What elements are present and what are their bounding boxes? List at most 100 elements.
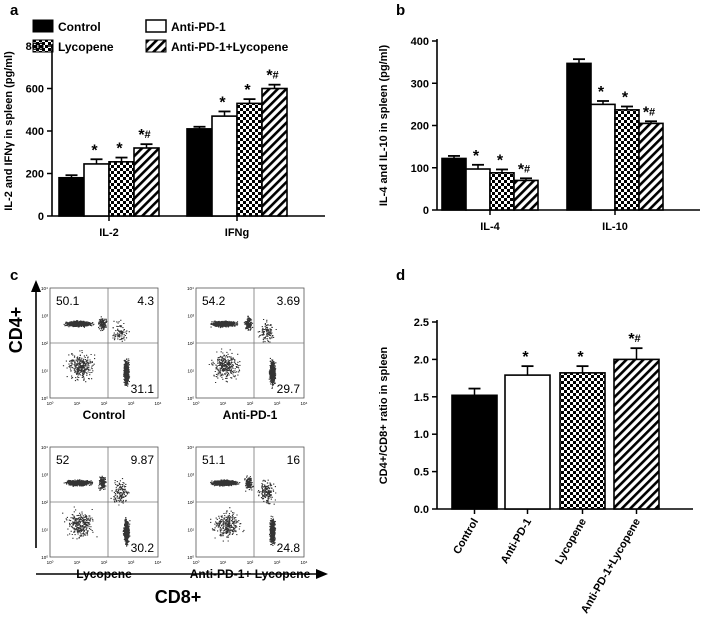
flow-x-tick-label: 10² (101, 560, 108, 565)
chart-a-bar-significance: * (219, 94, 226, 111)
chart-a-y-axis-label: IL-2 and IFNγ in spleen (pg/ml) (3, 51, 15, 211)
chart-d-bar-significance: * (522, 349, 529, 366)
flow-x-tick-label: 10¹ (220, 401, 227, 406)
flow-y-tick-label: 10¹ (187, 528, 194, 533)
flow-x-tick-label: 10⁴ (301, 401, 308, 406)
chart-b-bar-significance: * (497, 152, 504, 169)
chart-a-bar-significance: * (91, 142, 98, 159)
flow-x-tick-label: 10³ (274, 560, 281, 565)
flow-plot-caption: Control (83, 408, 126, 422)
flow-quadrant-lr: 31.1 (131, 382, 155, 396)
chart-b-bar (566, 62, 592, 211)
flow-quadrant-ur: 9.87 (131, 453, 155, 467)
chart-d-bar-significance: * (577, 349, 584, 366)
chart-d-y-axis-label: CD4+/CD8+ ratio in spleen (378, 346, 390, 484)
chart-d: 0.0 0.5 1.0 1.5 2.0 2.5 CD4+/CD8+ ratio in spl… (378, 317, 693, 616)
flow-quadrant-ul: 52 (56, 453, 70, 467)
chart-a-x-tick-label: IFNg (225, 227, 249, 239)
flow-y-tick-label: 10¹ (41, 528, 48, 533)
flow-y-tick-label: 10¹ (41, 369, 48, 374)
chart-d-bar (613, 358, 660, 510)
chart-d-bar-significance: *# (628, 331, 640, 348)
chart-b-y-tick-label: 0 (423, 205, 429, 217)
flow-cytometry-panel: CD4+CD8+10⁰10⁰10¹10¹10²10²10³10³10⁴10⁴50… (6, 280, 328, 607)
flow-y-tick-label: 10² (41, 341, 48, 346)
chart-b-y-axis-label: IL-4 and IL-10 in spleen (pg/ml) (378, 44, 390, 206)
chart-b-bar (441, 157, 467, 211)
chart-a-y-tick-label: 400 (26, 126, 44, 138)
flow-y-tick-label: 10⁴ (41, 445, 48, 450)
chart-b-bar (513, 179, 539, 211)
chart-a-bar-significance: * (244, 82, 251, 99)
flow-x-tick-label: 10⁰ (47, 401, 54, 406)
chart-a-bar-significance: *# (266, 68, 278, 85)
flow-plot-caption: Lycopene (76, 567, 132, 581)
flow-x-tick-label: 10¹ (220, 560, 227, 565)
panel-label-a: a (10, 2, 19, 19)
flow-y-tick-label: 10⁴ (187, 445, 194, 450)
chart-b-bar (638, 122, 664, 211)
chart-a-bar (58, 176, 85, 217)
legend-swatch-combination (145, 39, 167, 53)
flow-x-tick-label: 10³ (128, 401, 135, 406)
chart-b-y-tick-label: 100 (411, 163, 429, 175)
chart-b-y-tick-label: 200 (411, 121, 429, 133)
chart-b-bar-significance: * (473, 148, 480, 165)
flow-x-tick-label: 10¹ (74, 560, 81, 565)
legend-label-anti-pd-1: Anti-PD-1 (171, 20, 226, 34)
flow-y-axis-label: CD4+ (6, 307, 26, 354)
chart-a-bar-significance: *# (138, 127, 150, 144)
legend-label-control: Control (58, 20, 101, 34)
chart-d-y-tick-label: 1.5 (414, 392, 429, 404)
legend-swatch-anti-pd-1 (145, 19, 167, 33)
flow-quadrant-ul: 50.1 (56, 294, 80, 308)
chart-b-y-tick-label: 300 (411, 78, 429, 90)
flow-y-tick-label: 10² (187, 500, 194, 505)
legend-swatch-lycopene (32, 39, 54, 53)
chart-d-bar (559, 372, 606, 510)
flow-x-tick-label: 10⁰ (47, 560, 54, 565)
chart-a-bar (236, 102, 263, 217)
flow-x-tick-label: 10² (247, 560, 254, 565)
chart-d-x-tick-label: Lycopene (553, 517, 589, 567)
flow-quadrant-ul: 54.2 (202, 294, 226, 308)
chart-d-y-tick-label: 2.0 (414, 354, 429, 366)
flow-y-tick-label: 10⁰ (187, 396, 194, 401)
flow-events (210, 475, 277, 546)
flow-y-tick-label: 10³ (41, 473, 48, 478)
chart-d-bar (451, 394, 498, 510)
panel-label-d: d (396, 267, 405, 284)
flow-x-tick-label: 10³ (274, 401, 281, 406)
chart-a-bar (261, 87, 288, 217)
chart-a-y-tick-label: 600 (26, 84, 44, 96)
chart-a-bar (186, 128, 213, 217)
flow-y-tick-label: 10⁰ (187, 555, 194, 560)
chart-d-y-tick-label: 0.0 (414, 504, 429, 516)
legend-swatch-control (32, 19, 54, 33)
flow-x-tick-label: 10⁴ (155, 401, 162, 406)
flow-x-tick-label: 10² (101, 401, 108, 406)
flow-events (62, 316, 131, 387)
flow-quadrant-ur: 4.3 (137, 294, 154, 308)
legend-label-lycopene: Lycopene (58, 40, 114, 54)
flow-plot-caption: Anti-PD-1+ Lycopene (190, 567, 311, 581)
chart-a-y-tick-label: 200 (26, 169, 44, 181)
legend-label-combination: Anti-PD-1+Lycopene (171, 40, 289, 54)
flow-y-tick-label: 10⁴ (41, 286, 48, 291)
flow-x-tick-label: 10⁴ (155, 560, 162, 565)
chart-a-y-tick-label: 0 (38, 211, 44, 223)
flow-quadrant-ul: 51.1 (202, 453, 226, 467)
flow-y-tick-label: 10⁴ (187, 286, 194, 291)
legend-a: Control Lycopene Anti-PD-1 Anti-PD-1+Lyc… (32, 19, 289, 54)
flow-events (208, 315, 277, 390)
chart-a-bar (133, 147, 160, 217)
flow-quadrant-lr: 29.7 (277, 382, 301, 396)
flow-x-tick-label: 10⁴ (301, 560, 308, 565)
flow-y-tick-label: 10¹ (187, 369, 194, 374)
panel-label-b: b (396, 2, 405, 19)
flow-quadrant-ur: 3.69 (277, 294, 301, 308)
